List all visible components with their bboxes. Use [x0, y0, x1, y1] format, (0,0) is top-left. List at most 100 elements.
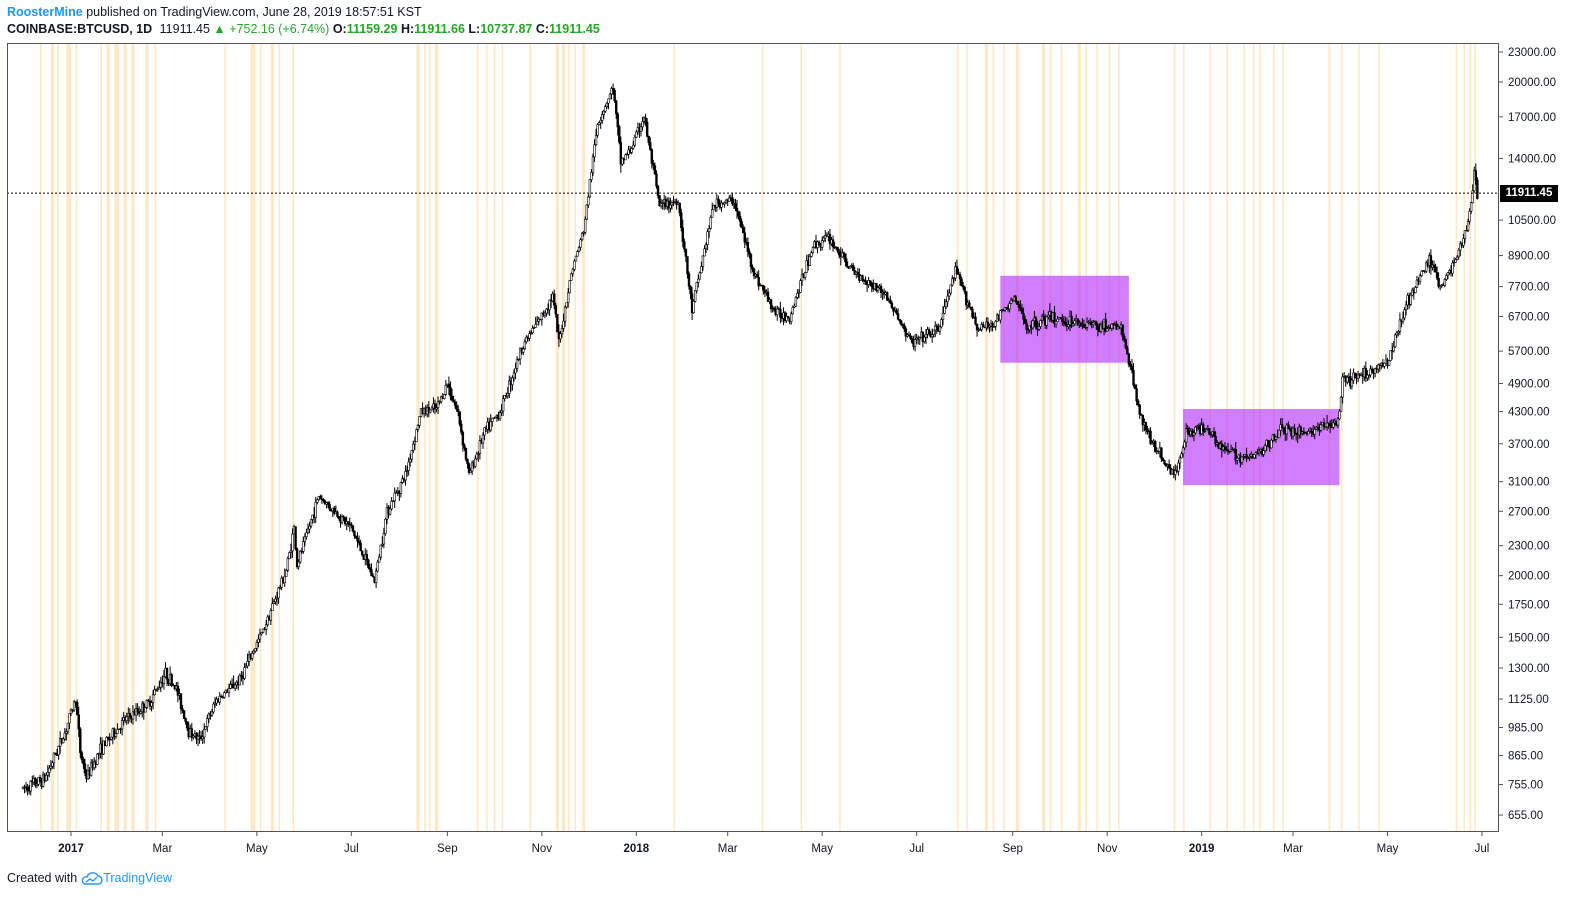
candle-body: [285, 570, 288, 577]
candle-body: [1037, 326, 1041, 330]
candle-body: [299, 550, 302, 563]
highlight-band-37: [966, 43, 968, 832]
candle-body: [700, 266, 703, 274]
candle-body: [435, 407, 438, 410]
candle-body: [450, 395, 454, 401]
candle-body: [119, 728, 122, 730]
candle-body: [930, 334, 934, 338]
candle-body: [1034, 317, 1038, 328]
candle-body: [319, 496, 322, 500]
candle-body: [969, 306, 973, 310]
tradingview-logo-link[interactable]: TradingView: [81, 871, 172, 885]
candle-body: [522, 348, 525, 353]
highlight-band-50: [1173, 43, 1176, 832]
candle-body: [322, 499, 325, 502]
candle-body: [701, 255, 705, 267]
candle-body: [1414, 287, 1417, 294]
candle-body: [29, 780, 32, 792]
candle-body: [308, 525, 311, 530]
candle-body: [876, 287, 880, 291]
candle-body: [790, 313, 793, 323]
candle-body: [737, 210, 740, 217]
candle-body: [590, 172, 593, 180]
highlight-band-47: [1096, 43, 1098, 832]
x-axis[interactable]: 2017 Mar May Jul Sep Nov 2018 Mar May Jul Sep Nov 20…: [58, 832, 1489, 855]
candle-body: [611, 88, 615, 91]
change-value: ▲ +752.16 (+6.74%): [213, 22, 330, 36]
candle-body: [1383, 362, 1386, 367]
highlight-band-6: [106, 43, 110, 832]
candle-body: [644, 117, 647, 123]
highlight-band-22: [476, 43, 479, 832]
candle-body: [941, 312, 945, 320]
candle-body: [508, 380, 511, 394]
candle-body: [532, 327, 536, 329]
y-tick-label: 17000.00: [1508, 112, 1556, 124]
candle-body: [66, 722, 70, 732]
highlight-band-38: [984, 43, 988, 832]
candle-body: [220, 695, 223, 698]
candle-body: [946, 295, 949, 303]
candle-body: [384, 518, 387, 534]
candle-body: [1020, 308, 1024, 314]
candle-body: [405, 470, 409, 472]
candle-body: [1369, 368, 1372, 376]
candle-body: [309, 519, 313, 527]
candle-body: [83, 763, 87, 774]
candle-body: [1469, 202, 1473, 212]
candle-body: [844, 253, 847, 263]
candle-body: [271, 603, 274, 611]
candle-body: [512, 372, 516, 379]
y-axis[interactable]: 655.00 755.00 865.00 985.00 1125.00 1300.00 15…: [1499, 47, 1556, 822]
candle-body: [55, 754, 59, 756]
candle-body: [961, 285, 965, 288]
candle-body: [632, 144, 635, 149]
candle-body: [120, 720, 124, 730]
candle-body: [734, 203, 737, 209]
candle-body: [381, 543, 384, 546]
candle-body: [305, 532, 308, 538]
candle-body: [641, 121, 644, 128]
candle-body: [1299, 426, 1302, 434]
candle-body: [1031, 320, 1035, 329]
author-link[interactable]: RoosterMine: [7, 5, 83, 19]
candle-body: [1132, 370, 1135, 386]
candle-body: [907, 334, 911, 337]
candle-body: [286, 558, 290, 571]
x-tick-label: Sep: [437, 843, 457, 855]
candle-body: [645, 121, 649, 137]
candle-body: [243, 667, 246, 679]
x-tick-label: Nov: [1097, 843, 1118, 855]
candle-body: [491, 417, 494, 422]
candle-body: [1404, 304, 1408, 311]
candle-body: [356, 537, 359, 542]
candle-body: [803, 272, 807, 278]
candle-body: [368, 567, 372, 570]
candle-body: [845, 261, 849, 267]
highlight-band-64: [1463, 43, 1465, 832]
candle-body: [283, 576, 286, 584]
candle-body: [901, 324, 904, 326]
candle-body: [1019, 307, 1022, 310]
candle-body: [669, 204, 672, 209]
candle-body: [1067, 324, 1070, 327]
candle-body: [579, 239, 582, 248]
candle-body: [1473, 170, 1476, 192]
candle-body: [475, 453, 478, 460]
candle-body: [1429, 255, 1433, 268]
candle-body: [717, 198, 720, 204]
candle-body: [1163, 460, 1166, 465]
candle-body: [478, 440, 482, 454]
candle-body: [1054, 321, 1058, 325]
high-label: H:: [400, 22, 415, 36]
candle-body: [633, 136, 636, 146]
candle-body: [619, 141, 623, 165]
candle-body: [947, 292, 951, 297]
candle-body: [1287, 424, 1290, 430]
candle-body: [820, 240, 824, 248]
candle-body: [531, 327, 534, 333]
candle-body: [602, 110, 606, 115]
candle-body: [1316, 426, 1320, 430]
candle-body: [698, 272, 702, 280]
